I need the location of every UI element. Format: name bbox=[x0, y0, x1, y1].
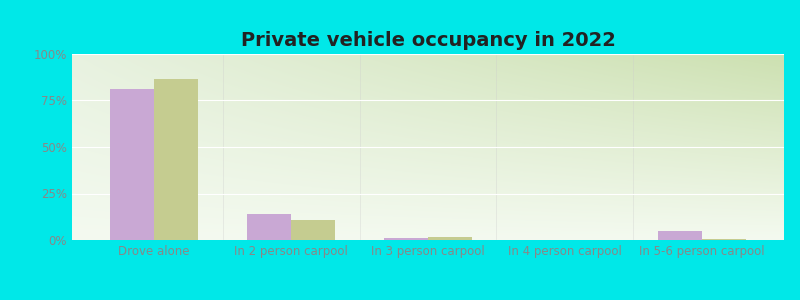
Bar bbox=[291, 220, 335, 240]
Bar bbox=[110, 89, 154, 240]
Bar bbox=[154, 79, 198, 240]
Bar bbox=[702, 239, 746, 240]
Bar bbox=[384, 238, 428, 240]
Bar bbox=[428, 237, 472, 240]
Bar bbox=[658, 231, 702, 240]
Title: Private vehicle occupancy in 2022: Private vehicle occupancy in 2022 bbox=[241, 31, 615, 50]
Bar bbox=[247, 214, 291, 240]
